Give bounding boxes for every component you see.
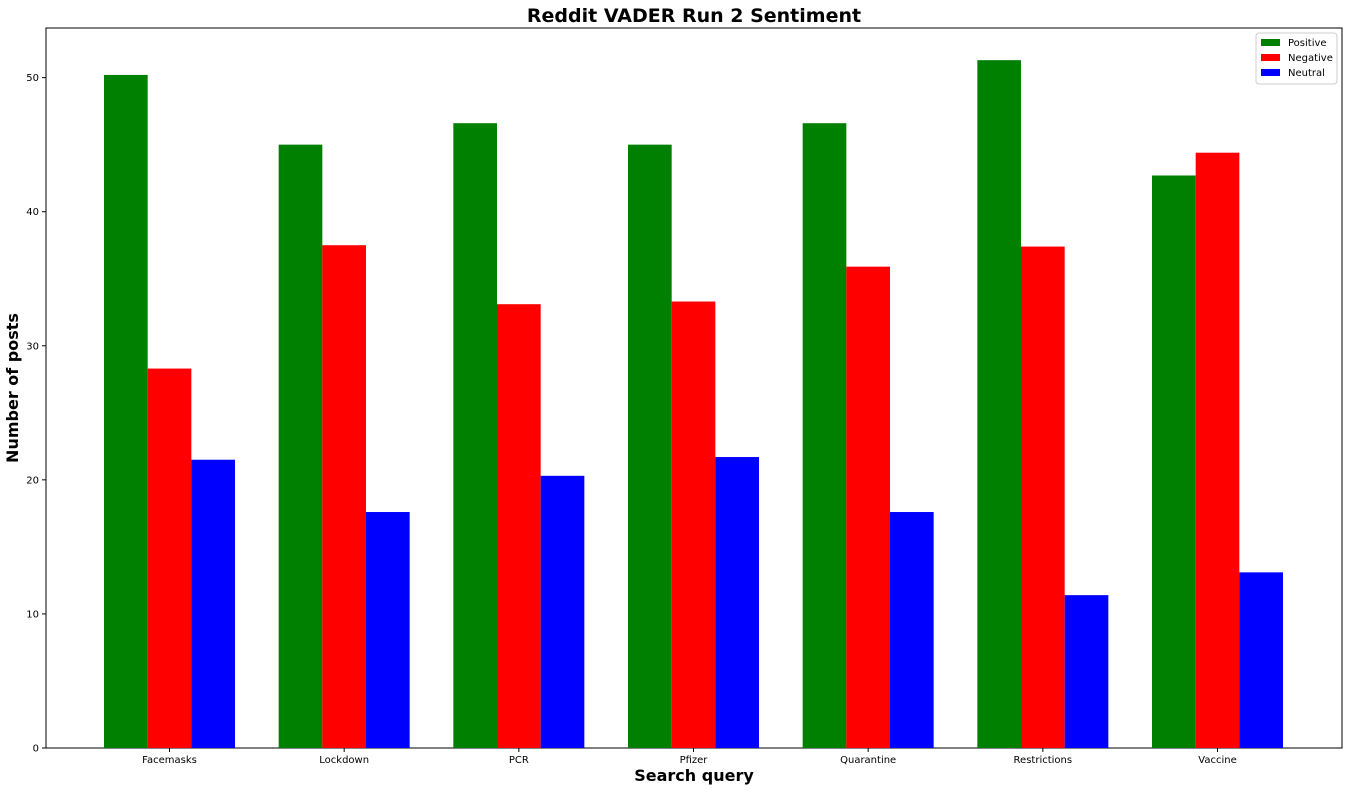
legend-swatch-negative [1261,54,1280,61]
x-tick-label-restrictions: Restrictions [1014,755,1073,766]
bar-neutral-facemasks [191,459,235,748]
bar-positive-restrictions [977,60,1021,749]
bar-positive-pfizer [628,144,672,748]
x-axis-title: Search query [634,766,754,785]
bar-negative-pfizer [671,301,716,748]
chart-title: Reddit VADER Run 2 Sentiment [527,5,861,27]
bar-positive-quarantine [802,123,847,748]
y-tick-label: 50 [26,73,39,84]
bar-neutral-vaccine [1239,572,1283,748]
y-tick-label: 30 [26,341,39,352]
legend-label-neutral: Neutral [1288,68,1325,79]
y-axis: 0 10 20 30 40 50 [26,73,46,755]
bar-negative-restrictions [1021,246,1065,749]
bar-negative-vaccine [1195,152,1240,748]
y-tick-label: 0 [33,744,39,755]
bar-negative-lockdown [322,245,366,748]
bar-negative-quarantine [846,266,890,748]
bar-positive-pcr [453,123,497,748]
bar-neutral-quarantine [890,512,934,748]
x-tick-label-facemasks: Facemasks [142,755,197,766]
bar-neutral-lockdown [366,512,410,748]
y-axis-title: Number of posts [3,313,22,463]
legend-swatch-positive [1261,39,1280,46]
x-tick-label-lockdown: Lockdown [319,755,369,766]
legend: Positive Negative Neutral [1255,32,1338,85]
x-tick-label-pfizer: Pfizer [680,755,709,766]
bar-negative-pcr [497,304,541,748]
legend-swatch-neutral [1261,69,1280,76]
bars-group [104,60,1283,749]
y-tick-label: 10 [26,609,39,620]
legend-label-positive: Positive [1288,38,1327,49]
x-tick-label-quarantine: Quarantine [840,755,896,766]
bar-positive-lockdown [278,144,323,748]
bar-neutral-pcr [540,475,585,748]
bar-neutral-pfizer [715,457,759,748]
x-tick-label-pcr: PCR [509,755,529,766]
y-tick-label: 40 [26,207,39,218]
legend-label-negative: Negative [1288,53,1333,64]
bar-neutral-restrictions [1064,595,1109,748]
bar-negative-facemasks [147,368,192,748]
bar-positive-facemasks [104,74,148,749]
x-tick-label-vaccine: Vaccine [1198,755,1236,766]
bar-positive-vaccine [1152,175,1196,749]
x-axis: Facemasks Lockdown PCR Pfizer Quarantine Rest… [142,748,1237,766]
y-tick-label: 20 [26,475,39,486]
